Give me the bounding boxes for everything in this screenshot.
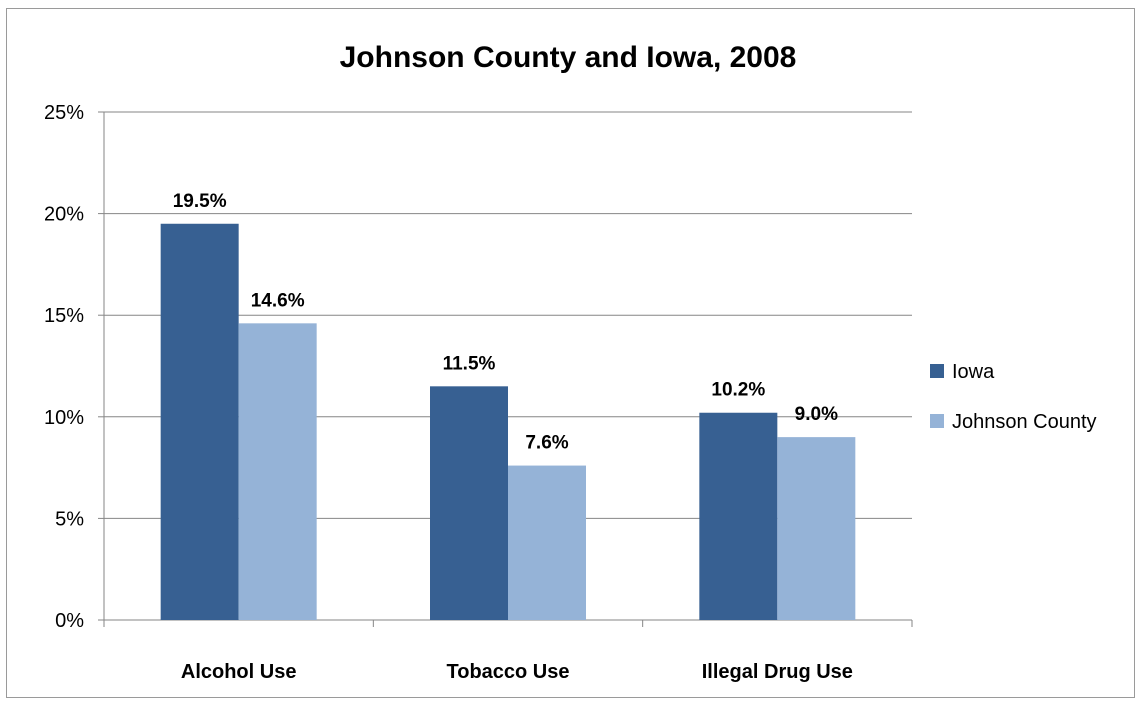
data-label: 14.6% bbox=[251, 290, 305, 311]
y-tick-label: 0% bbox=[55, 610, 84, 632]
y-tick-label: 5% bbox=[55, 508, 84, 530]
y-tick-label: 10% bbox=[44, 407, 84, 429]
x-category-label: Illegal Drug Use bbox=[702, 661, 853, 683]
bar bbox=[777, 437, 856, 620]
data-label: 19.5% bbox=[173, 191, 227, 212]
bars bbox=[160, 223, 856, 620]
legend-label: Iowa bbox=[952, 361, 995, 383]
bar bbox=[699, 412, 778, 620]
y-tick-label: 15% bbox=[44, 305, 84, 327]
data-label: 9.0% bbox=[795, 404, 838, 425]
x-category-label: Alcohol Use bbox=[181, 661, 297, 683]
y-tick-label: 20% bbox=[44, 204, 84, 226]
y-tick-label: 25% bbox=[44, 102, 84, 124]
bar bbox=[430, 386, 508, 620]
legend: Iowa Johnson County bbox=[930, 361, 1097, 433]
chart-title: Johnson County and Iowa, 2008 bbox=[340, 41, 797, 74]
legend-label: Johnson County bbox=[952, 411, 1097, 433]
bar bbox=[238, 323, 317, 620]
data-label: 11.5% bbox=[443, 353, 496, 374]
legend-swatch bbox=[930, 414, 944, 428]
bar bbox=[160, 223, 239, 620]
axes: 0% 5% 10% 15% 20% 25% Alcohol Use Tobacco Use Il… bbox=[44, 102, 913, 683]
data-label: 7.6% bbox=[525, 433, 568, 454]
data-labels: 19.5% 14.6% 11.5% 7.6% 10.2% 9.0% bbox=[173, 191, 838, 454]
bar bbox=[508, 465, 586, 620]
x-category-label: Tobacco Use bbox=[447, 661, 570, 683]
data-label: 10.2% bbox=[711, 380, 765, 401]
legend-swatch bbox=[930, 364, 944, 378]
